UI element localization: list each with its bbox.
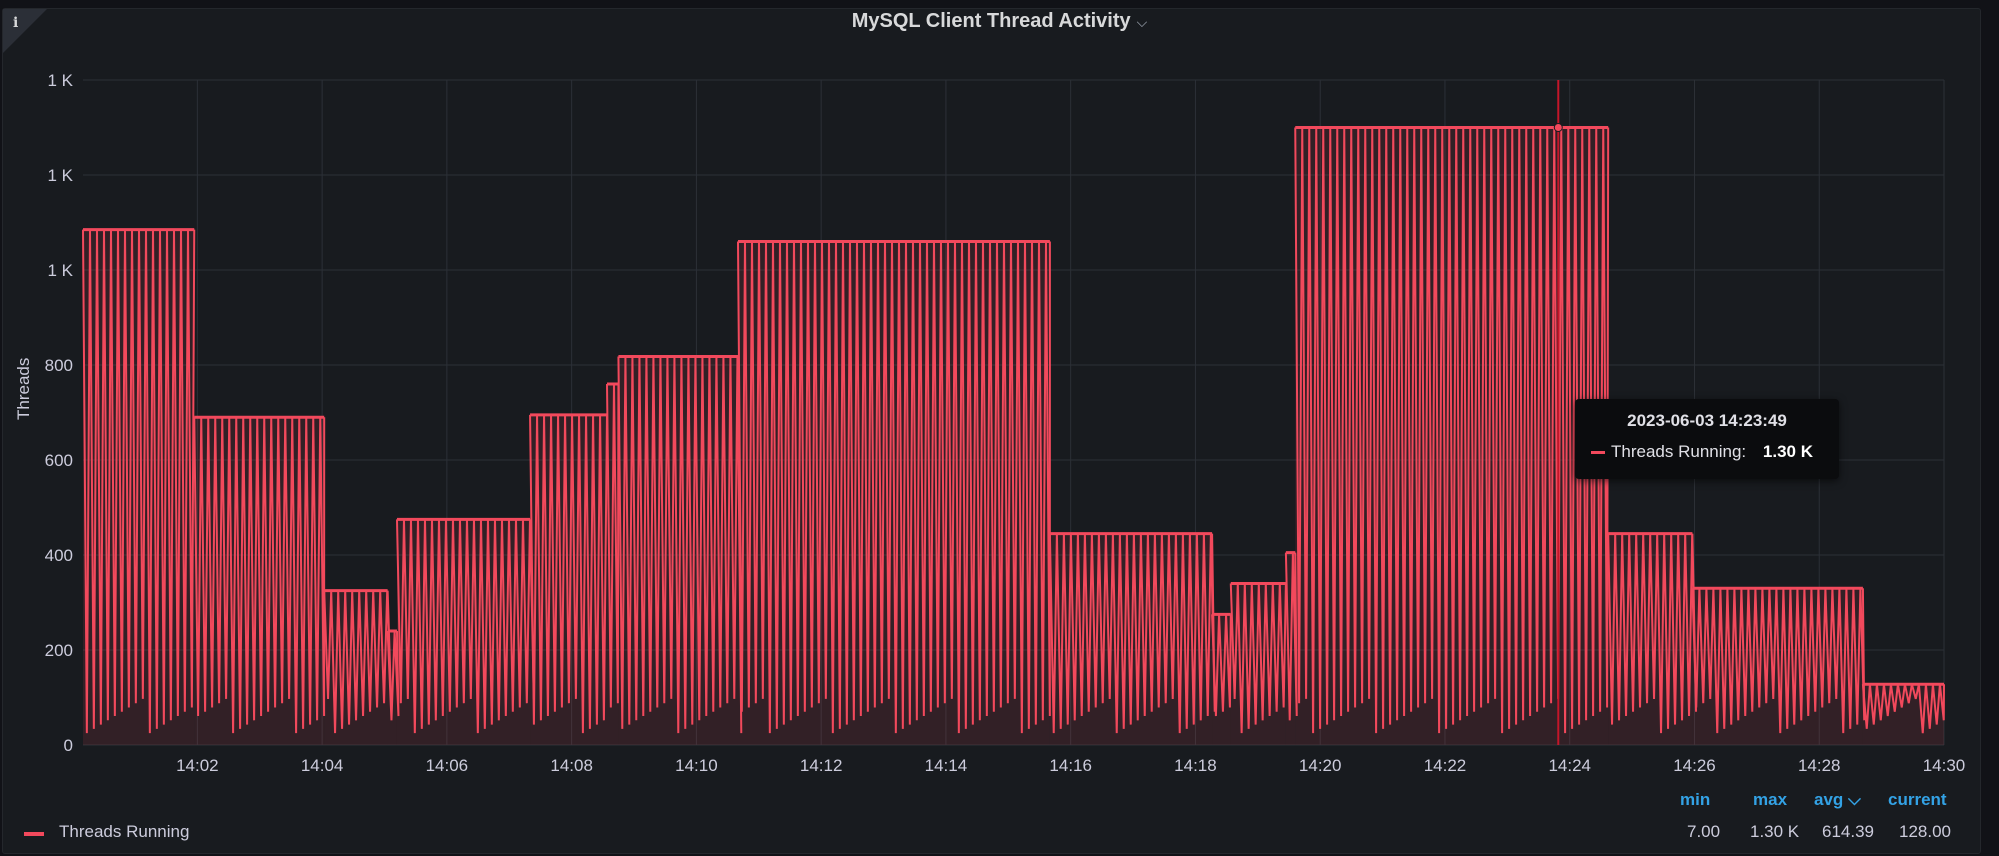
hover-tooltip: 2023-06-03 14:23:49 Threads Running: 1.3… bbox=[1575, 399, 1839, 479]
series-line bbox=[193, 417, 326, 734]
legend-value-min: 7.00 bbox=[1687, 822, 1721, 841]
x-tick-label: 14:18 bbox=[1174, 756, 1217, 775]
tooltip-row: Threads Running: 1.30 K bbox=[1591, 442, 1823, 464]
x-tick-label: 14:26 bbox=[1673, 756, 1716, 775]
x-tick-label: 14:20 bbox=[1299, 756, 1342, 775]
x-tick-label: 14:28 bbox=[1798, 756, 1841, 775]
series-line bbox=[1211, 614, 1232, 717]
y-tick-label: 1 K bbox=[47, 261, 73, 280]
panel-info-corner[interactable] bbox=[3, 9, 47, 53]
y-tick-label: 1 K bbox=[47, 166, 73, 185]
series-segment[interactable] bbox=[736, 240, 1051, 746]
legend-header-avg[interactable]: avg ⌵ bbox=[1814, 790, 1861, 809]
legend-header-current[interactable]: current bbox=[1888, 790, 1947, 809]
y-tick-label: 600 bbox=[45, 451, 73, 470]
x-tick-label: 14:22 bbox=[1424, 756, 1467, 775]
y-tick-label: 800 bbox=[45, 356, 73, 375]
series-segment[interactable] bbox=[1284, 551, 1298, 745]
series-segment[interactable] bbox=[82, 228, 196, 745]
y-tick-label: 400 bbox=[45, 546, 73, 565]
legend-value-avg: 614.39 bbox=[1822, 822, 1874, 841]
tooltip-series-swatch bbox=[1591, 451, 1605, 454]
tooltip-series-label: Threads Running: bbox=[1611, 442, 1747, 461]
legend-header-min[interactable]: min bbox=[1680, 790, 1711, 809]
series-segment[interactable] bbox=[193, 415, 326, 745]
legend-header-max[interactable]: max bbox=[1753, 790, 1788, 809]
series-line bbox=[736, 241, 1051, 734]
x-tick-label: 14:24 bbox=[1548, 756, 1591, 775]
x-tick-label: 14:16 bbox=[1049, 756, 1092, 775]
series-segment[interactable] bbox=[1048, 532, 1216, 745]
series-line bbox=[529, 414, 608, 734]
legend-value-current: 128.00 bbox=[1899, 822, 1951, 841]
x-tick-label: 14:14 bbox=[925, 756, 968, 775]
x-tick-label: 14:02 bbox=[176, 756, 219, 775]
x-tick-label: 14:04 bbox=[301, 756, 344, 775]
series-line bbox=[1691, 588, 1866, 734]
series-segment[interactable] bbox=[1211, 612, 1232, 745]
panel-header[interactable]: MySQL Client Thread Activity ⌵ bbox=[0, 10, 1999, 33]
legend-label[interactable]: Threads Running bbox=[59, 822, 190, 841]
legend-swatch[interactable] bbox=[24, 832, 44, 836]
panel-title[interactable]: MySQL Client Thread Activity bbox=[851, 10, 1131, 32]
x-tick-label: 14:10 bbox=[675, 756, 718, 775]
series-segment[interactable] bbox=[1229, 582, 1287, 746]
series-segment[interactable] bbox=[386, 629, 400, 745]
series-segment[interactable] bbox=[1861, 682, 1945, 745]
series-segment[interactable] bbox=[605, 382, 620, 745]
y-tick-label: 1 K bbox=[47, 71, 73, 90]
hover-point bbox=[1553, 123, 1563, 132]
series-segment[interactable] bbox=[1691, 586, 1866, 745]
x-tick-label: 14:06 bbox=[426, 756, 469, 775]
series-segment[interactable] bbox=[529, 413, 608, 745]
x-tick-label: 14:12 bbox=[800, 756, 843, 775]
series-segment[interactable] bbox=[617, 354, 743, 745]
info-icon[interactable]: i bbox=[13, 15, 19, 31]
y-tick-label: 200 bbox=[45, 641, 73, 660]
series-line bbox=[1607, 533, 1698, 734]
series-segment[interactable] bbox=[1607, 532, 1698, 745]
tooltip-series-value: 1.30 K bbox=[1762, 442, 1813, 461]
series-segment[interactable] bbox=[323, 589, 393, 745]
y-tick-label: 0 bbox=[64, 736, 73, 755]
series-segment[interactable] bbox=[395, 517, 535, 745]
x-tick-label: 14:30 bbox=[1923, 756, 1966, 775]
chevron-down-icon[interactable]: ⌵ bbox=[1136, 14, 1148, 30]
tooltip-time: 2023-06-03 14:23:49 bbox=[1627, 411, 1787, 430]
series-segment[interactable] bbox=[1294, 126, 1610, 746]
x-tick-label: 14:08 bbox=[550, 756, 593, 775]
legend-value-max: 1.30 K bbox=[1750, 822, 1800, 841]
